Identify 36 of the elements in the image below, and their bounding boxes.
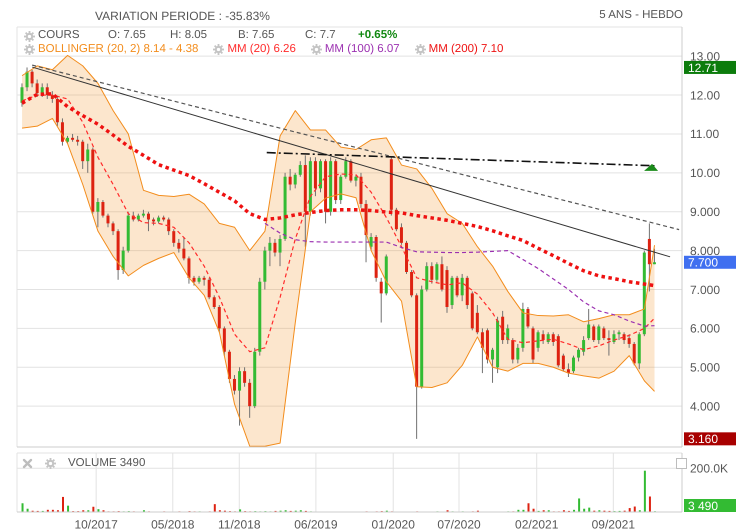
annotation: COURS bbox=[38, 29, 80, 41]
series-label: BOLLINGER (20, 2) 8.14 - 4.38 bbox=[38, 43, 198, 55]
annotation: H: 8.05 bbox=[170, 29, 208, 41]
x-tick-label: 02/2021 bbox=[515, 518, 559, 531]
text: MM (200) 7.10 bbox=[428, 43, 504, 55]
chart-subtitle: VARIATION PERIODE : -35.83% bbox=[95, 9, 270, 23]
y-tick-label: 11.00 bbox=[690, 127, 720, 142]
text: MM (100) 6.07 bbox=[324, 43, 400, 55]
annotation: VOLUME 3490 bbox=[68, 457, 146, 469]
y-tick-label: 7.000 bbox=[690, 282, 720, 297]
y-tick-label: 5.000 bbox=[690, 360, 720, 375]
annotation: B: 7.65 bbox=[238, 29, 274, 41]
annotation: O: 7.65 bbox=[108, 29, 146, 41]
y-tick-label: 4.000 bbox=[690, 399, 720, 414]
x-tick-label: 10/2017 bbox=[74, 518, 118, 531]
x-tick-label: 05/2018 bbox=[151, 518, 195, 531]
x-tick-label: 06/2019 bbox=[294, 518, 338, 531]
annotation: +0.65% bbox=[358, 29, 398, 41]
y-tick-label: 13.00 bbox=[690, 49, 720, 64]
y-tick-label: 200.0K bbox=[690, 462, 728, 476]
x-tick-label: 11/2018 bbox=[218, 518, 261, 531]
text: 3 490 bbox=[688, 498, 718, 513]
y-tick-label: 9.000 bbox=[690, 204, 720, 219]
x-tick-label: 01/2020 bbox=[372, 518, 416, 531]
x-tick-label: 07/2020 bbox=[437, 518, 482, 531]
text: 7.700 bbox=[688, 256, 718, 270]
y-tick-label: 10.00 bbox=[690, 166, 720, 180]
x-tick-label: 09/2021 bbox=[592, 518, 636, 531]
text: 12.71 bbox=[688, 60, 718, 75]
y-tick-label: 8.000 bbox=[690, 244, 720, 258]
text: 3.160 bbox=[688, 432, 718, 446]
annotation: C: 7.7 bbox=[305, 29, 336, 41]
y-tick-label: 12.00 bbox=[690, 88, 720, 102]
y-tick-label: 6.000 bbox=[690, 322, 720, 336]
text: 5 ANS - HEBDO bbox=[599, 9, 683, 21]
text: MM (20) 6.26 bbox=[227, 43, 296, 55]
